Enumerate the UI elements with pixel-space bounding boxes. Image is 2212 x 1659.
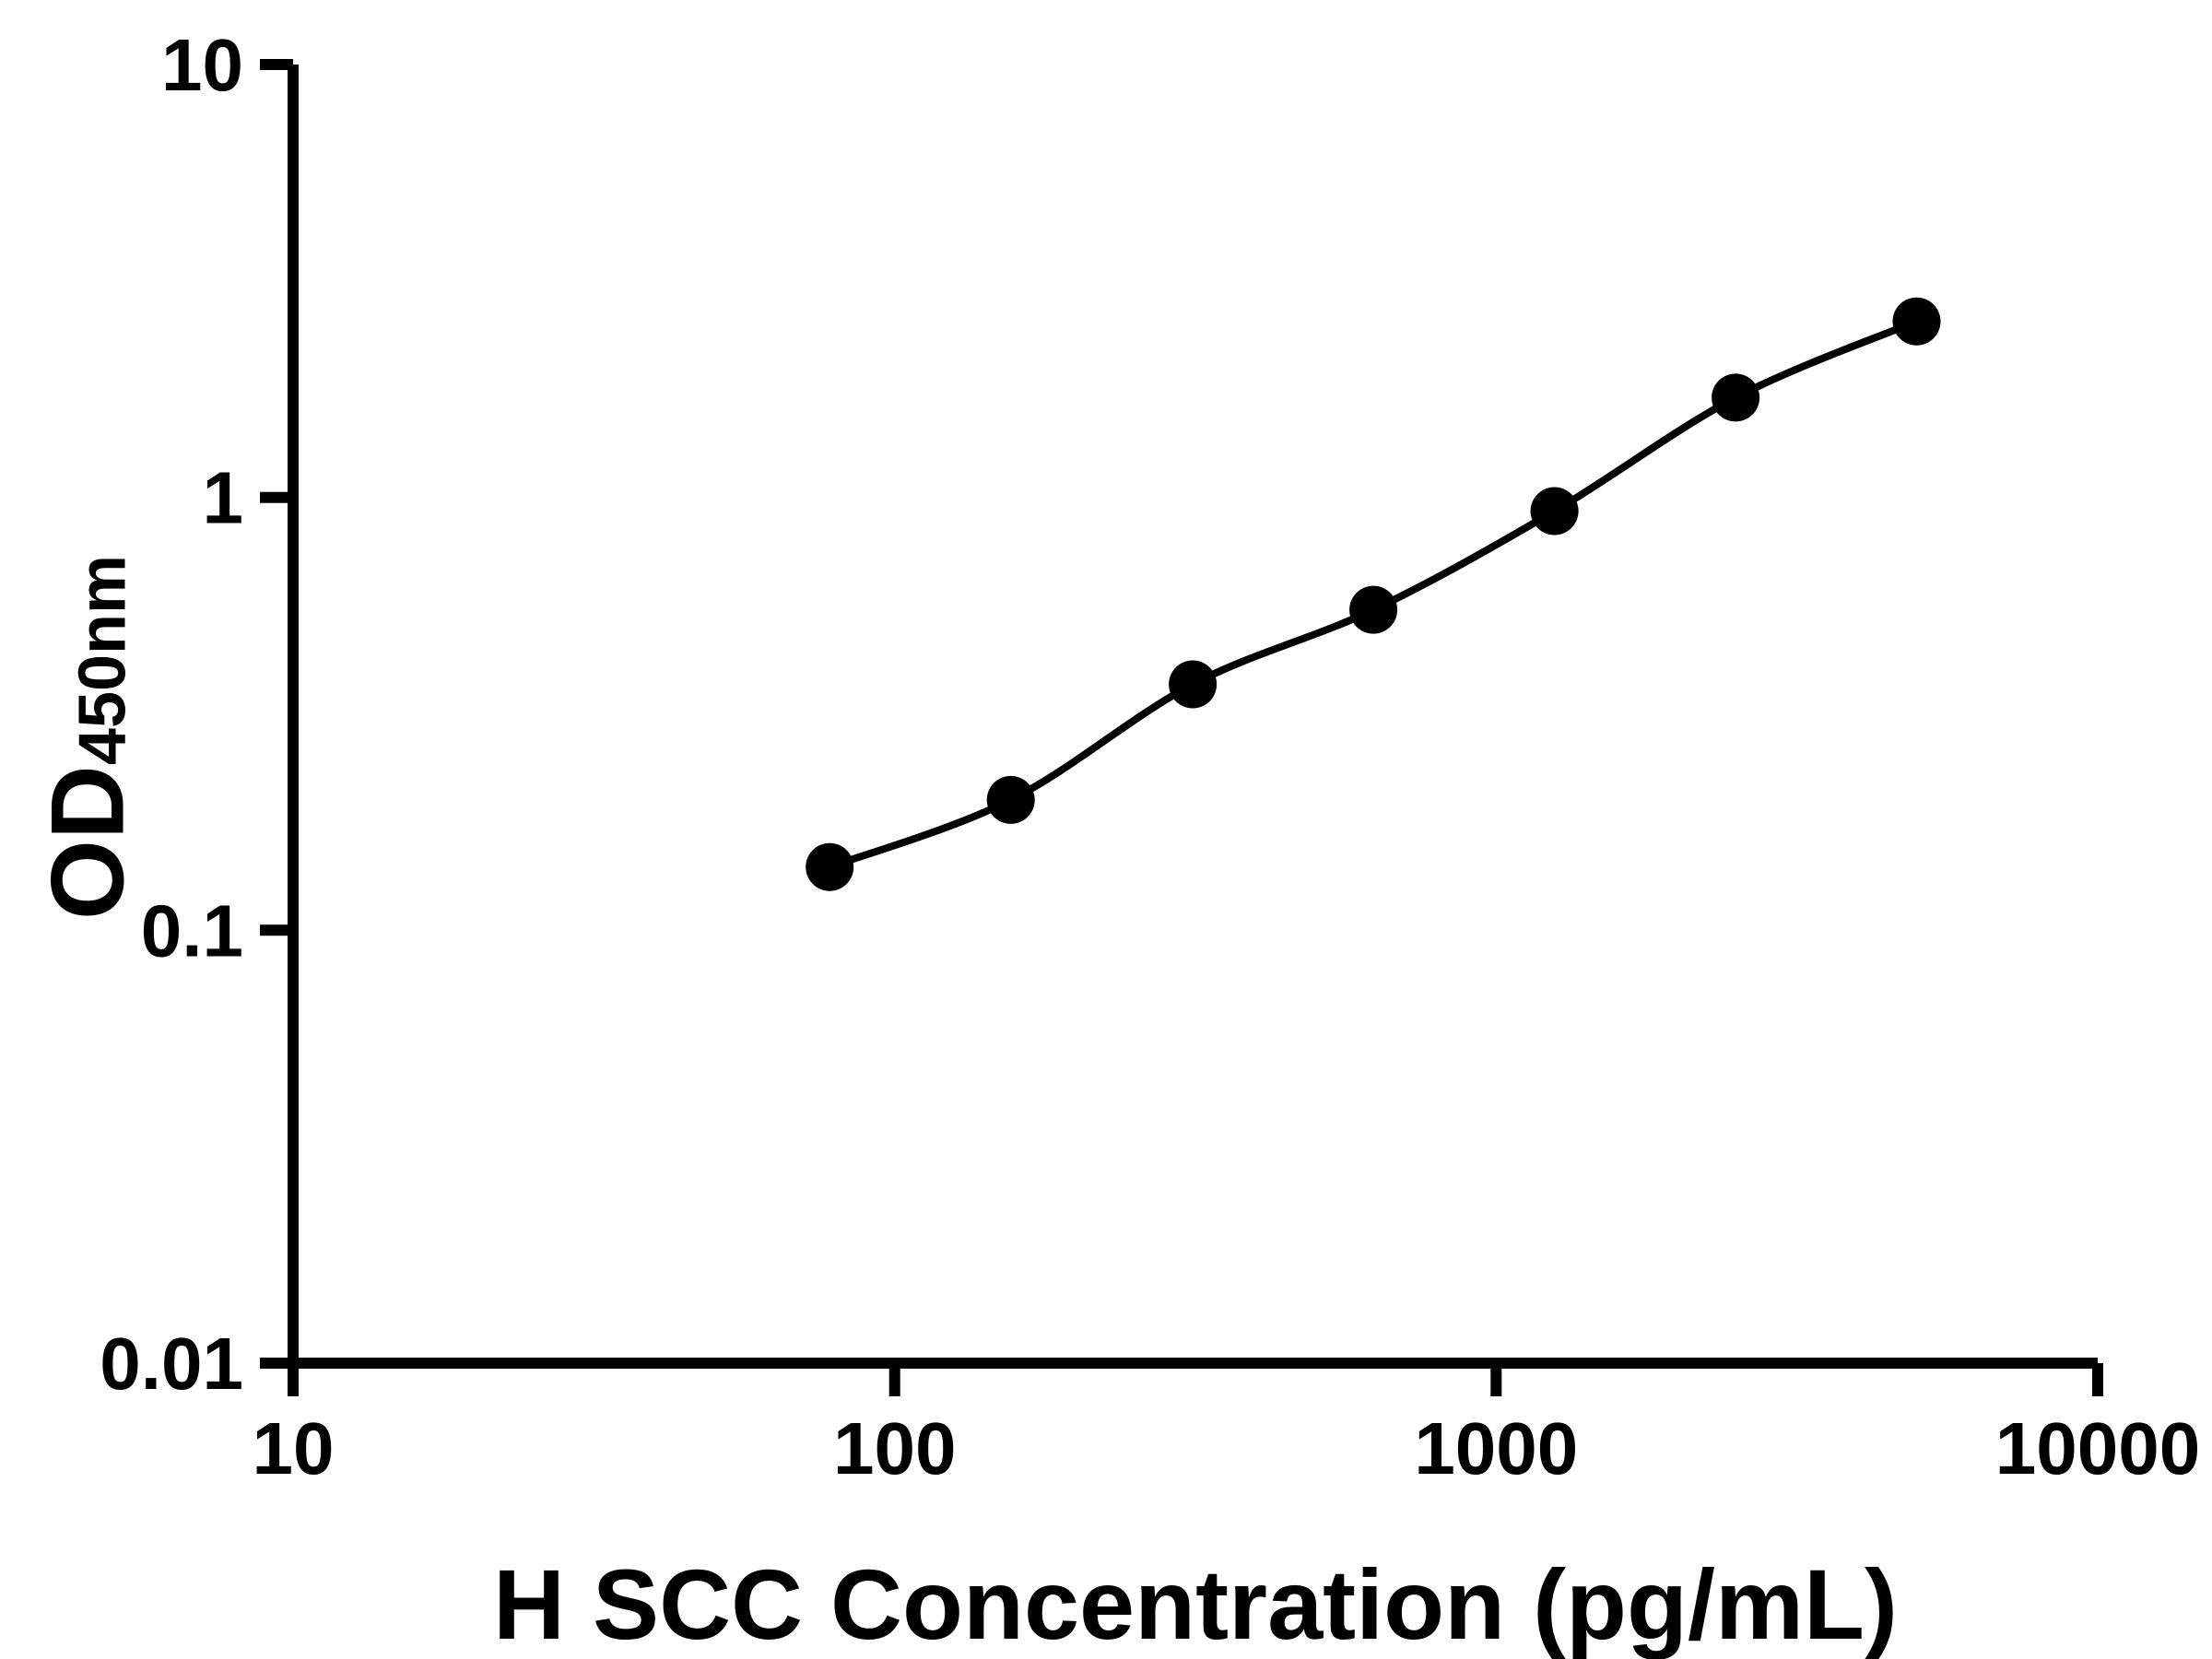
data-point-marker (986, 775, 1035, 824)
data-point-marker (1530, 487, 1579, 535)
axis-spines (288, 65, 2098, 1369)
data-point-marker (1349, 585, 1398, 634)
data-point-marker (1712, 373, 1760, 422)
y-tick-label: 0.01 (100, 1323, 243, 1405)
y-tick-label: 10 (161, 24, 243, 106)
y-tick-label: 1 (203, 457, 244, 539)
y-axis-title: OD450nm (29, 555, 147, 920)
x-tick-label: 10000 (1995, 1407, 2200, 1489)
x-axis-title: H SCC Concentration (pg/mL) (493, 1548, 1898, 1659)
data-point-marker (1892, 297, 1941, 346)
x-tick-label: 10 (253, 1407, 335, 1489)
x-tick-label: 1000 (1414, 1407, 1578, 1489)
x-tick-label: 100 (833, 1407, 956, 1489)
y-axis-title-subscript: 450nm (65, 554, 140, 766)
y-axis-title-main: OD (29, 765, 146, 921)
data-point-marker (1169, 660, 1218, 709)
y-tick-label: 0.1 (141, 889, 243, 971)
data-point-marker (806, 842, 854, 891)
